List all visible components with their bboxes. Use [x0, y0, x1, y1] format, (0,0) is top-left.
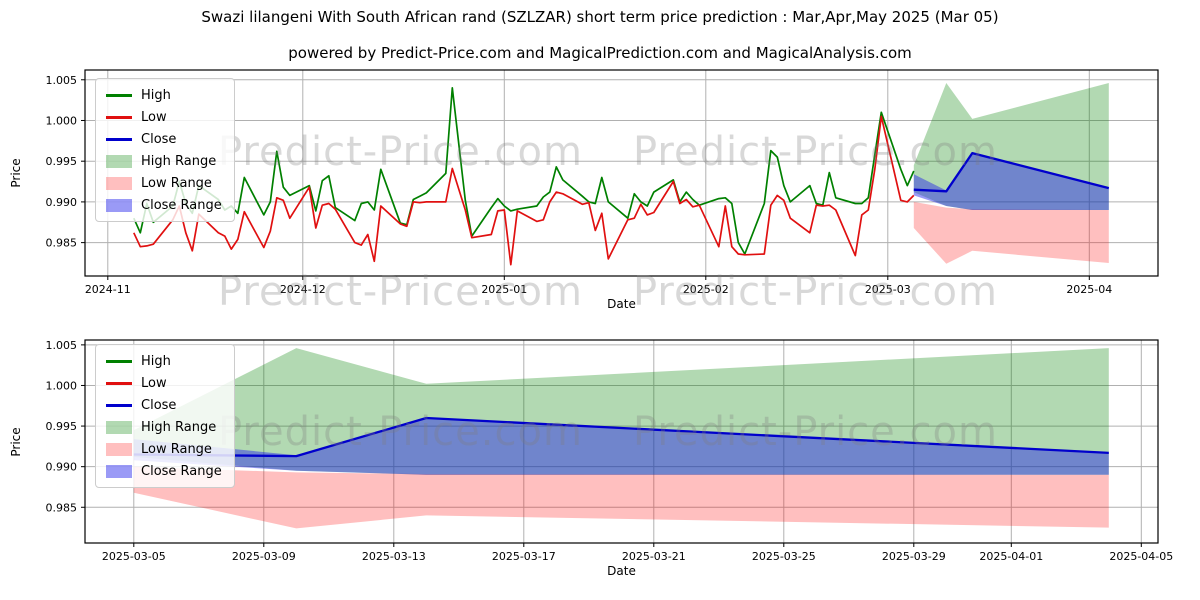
- legend-bottom: High Low Close High Range Low Range Clos…: [95, 344, 235, 488]
- axes-frame: [84, 69, 1159, 277]
- chart-subtitle: powered by Predict-Price.com and Magical…: [288, 44, 912, 62]
- x-tick-label: 2025-03: [865, 283, 911, 296]
- x-axis-label: Date: [607, 297, 636, 311]
- x-tick-label: 2025-03-09: [232, 550, 296, 563]
- close-line-swatch: [106, 403, 132, 407]
- x-tick-label: 2024-11: [85, 283, 131, 296]
- legend-item-high: High: [106, 352, 222, 370]
- legend-label: Close: [141, 397, 177, 413]
- low-line-swatch: [106, 115, 132, 119]
- high-range-swatch: [106, 420, 132, 434]
- low-range-band: [133, 466, 1109, 529]
- legend-top: High Low Close High Range Low Range Clos…: [95, 78, 235, 222]
- high-range-swatch: [106, 154, 132, 168]
- tick-labels: 2024-11 2024-12 2025-01 2025-02 2025-03 2025-…: [46, 74, 1113, 296]
- low-range-band: [913, 201, 1109, 264]
- legend-label: Close: [141, 131, 177, 147]
- close-range-swatch: [106, 198, 132, 212]
- y-tick-label: 0.995: [46, 420, 78, 433]
- x-tick-label: 2025-03-21: [622, 550, 686, 563]
- x-tick-label: 2025-04-01: [979, 550, 1043, 563]
- x-tick-label: 2025-03-05: [102, 550, 166, 563]
- low-line: [133, 115, 915, 266]
- legend-label: Low: [141, 109, 167, 125]
- close-line: [913, 151, 1110, 193]
- x-tick-label: 2025-04-05: [1109, 550, 1173, 563]
- x-tick-label: 2024-12: [280, 283, 326, 296]
- legend-label: Close Range: [141, 463, 222, 479]
- legend-item-low: Low: [106, 108, 222, 126]
- low-range-swatch: [106, 176, 132, 190]
- x-tick-label: 2025-01: [481, 283, 527, 296]
- y-tick-label: 0.995: [46, 155, 78, 168]
- y-tick-label: 1.000: [46, 379, 78, 392]
- legend-label: High Range: [141, 153, 217, 169]
- legend-item-close-range: Close Range: [106, 462, 222, 480]
- high-range-band: [913, 83, 1109, 210]
- legend-label: High: [141, 353, 171, 369]
- close-range-swatch: [106, 464, 132, 478]
- legend-item-close-range: Close Range: [106, 196, 222, 214]
- legend-item-high: High: [106, 86, 222, 104]
- chart-title: Swazi lilangeni With South African rand …: [201, 8, 999, 26]
- y-tick-label: 1.005: [46, 339, 78, 352]
- y-tick-label: 1.005: [46, 74, 78, 87]
- low-line-swatch: [106, 381, 132, 385]
- x-axis-label: Date: [607, 564, 636, 578]
- legend-label: Close Range: [141, 197, 222, 213]
- legend-item-high-range: High Range: [106, 418, 222, 436]
- y-tick-label: 0.990: [46, 196, 78, 209]
- x-tick-label: 2025-03-29: [882, 550, 946, 563]
- legend-item-close: Close: [106, 130, 222, 148]
- y-tick-label: 0.985: [46, 237, 78, 250]
- legend-label: Low: [141, 375, 167, 391]
- x-tick-label: 2025-03-17: [492, 550, 556, 563]
- x-tick-label: 2025-02: [683, 283, 729, 296]
- price-forecast-chart: 2025-03-05 2025-03-09 2025-03-13 2025-03-17…: [9, 339, 1173, 578]
- x-tick-label: 2025-04: [1066, 283, 1112, 296]
- low-range-swatch: [106, 442, 132, 456]
- high-line-swatch: [106, 93, 132, 97]
- y-tick-label: 0.985: [46, 501, 78, 514]
- high-line-swatch: [106, 359, 132, 363]
- close-line-swatch: [106, 137, 132, 141]
- y-tick-label: 0.990: [46, 461, 78, 474]
- price-history-chart: 2024-11 2024-12 2025-01 2025-02 2025-03 2025-…: [9, 69, 1159, 311]
- high-range-band: [133, 348, 1109, 475]
- legend-item-close: Close: [106, 396, 222, 414]
- x-tick-label: 2025-03-13: [362, 550, 426, 563]
- y-axis-label: Price: [9, 158, 23, 187]
- legend-item-low-range: Low Range: [106, 174, 222, 192]
- legend-item-low: Low: [106, 374, 222, 392]
- legend-item-low-range: Low Range: [106, 440, 222, 458]
- x-tick-label: 2025-03-25: [752, 550, 816, 563]
- high-line: [133, 87, 915, 255]
- legend-item-high-range: High Range: [106, 152, 222, 170]
- tick-labels: 2025-03-05 2025-03-09 2025-03-13 2025-03-17…: [46, 339, 1174, 563]
- legend-label: Low Range: [141, 175, 212, 191]
- axes-frame: [84, 339, 1159, 544]
- y-axis-label: Price: [9, 427, 23, 456]
- legend-label: High Range: [141, 419, 217, 435]
- legend-label: High: [141, 87, 171, 103]
- legend-label: Low Range: [141, 441, 212, 457]
- y-tick-label: 1.000: [46, 114, 78, 127]
